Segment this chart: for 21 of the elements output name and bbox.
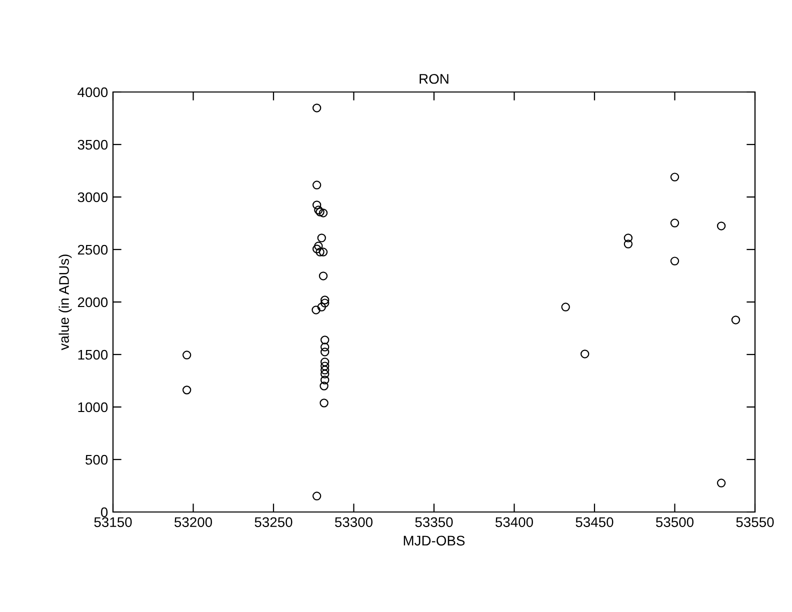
y-tick-label: 2500 xyxy=(78,244,108,255)
x-tick-label: 53250 xyxy=(254,517,292,528)
y-tick-label: 4000 xyxy=(78,87,108,98)
chart-title: RON xyxy=(420,74,448,84)
y-tick-label: 2000 xyxy=(78,297,108,308)
x-tick-label: 53400 xyxy=(495,517,534,528)
x-tick-label: 53350 xyxy=(415,517,453,528)
y-axis-title: value (in ADUs) xyxy=(58,254,72,350)
x-tick-label: 53200 xyxy=(174,517,212,528)
x-tick-label: 53550 xyxy=(736,517,774,528)
x-tick-label: 53500 xyxy=(656,517,694,528)
x-axis-title: MJD-OBS xyxy=(404,536,465,546)
y-tick-label: 3500 xyxy=(78,140,108,150)
y-tick-label: 3000 xyxy=(78,192,108,202)
y-tick-label: 1000 xyxy=(78,402,108,412)
x-tick-label: 53450 xyxy=(576,517,614,528)
y-tick-label: 500 xyxy=(86,454,108,465)
y-tick-label: 1500 xyxy=(78,350,108,360)
x-tick-label: 53300 xyxy=(334,517,373,528)
x-tick-label: 53150 xyxy=(94,517,132,528)
y-tick-label: 0 xyxy=(100,507,108,518)
